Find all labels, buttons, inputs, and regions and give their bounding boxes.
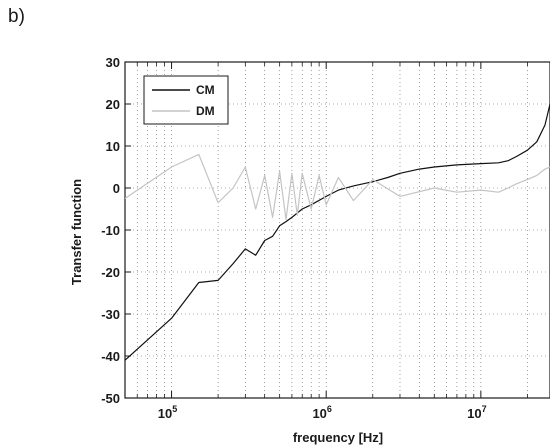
series-layer bbox=[124, 103, 550, 361]
y-tick-label: 10 bbox=[106, 139, 120, 154]
legend-box bbox=[143, 75, 229, 125]
legend: CM DM bbox=[143, 75, 229, 125]
panel-label: b) bbox=[8, 6, 25, 27]
y-tick-label: -50 bbox=[101, 391, 120, 406]
y-axis-title: Transfer function bbox=[69, 179, 84, 285]
y-axis: 30 20 10 0 -10 -20 -30 -40 -50 bbox=[101, 55, 131, 406]
series-line-cm bbox=[124, 103, 550, 361]
y-tick-label: -10 bbox=[101, 223, 120, 238]
y-tick-label: 0 bbox=[113, 181, 120, 196]
legend-label-dm: DM bbox=[196, 104, 215, 118]
y-tick-label: 30 bbox=[106, 55, 120, 70]
y-tick-label: -40 bbox=[101, 349, 120, 364]
y-tick-label: -30 bbox=[101, 307, 120, 322]
legend-label-cm: CM bbox=[196, 83, 215, 97]
y-tick-label: -20 bbox=[101, 265, 120, 280]
x-axis: 105 106 107 bbox=[158, 62, 487, 421]
x-tick-label: 105 bbox=[158, 404, 177, 421]
x-tick-label: 106 bbox=[312, 404, 331, 421]
x-axis-title: frequency [Hz] bbox=[293, 430, 383, 445]
x-tick-label: 107 bbox=[467, 404, 486, 421]
series-line-dm bbox=[124, 153, 550, 221]
y-tick-label: 20 bbox=[106, 97, 120, 112]
